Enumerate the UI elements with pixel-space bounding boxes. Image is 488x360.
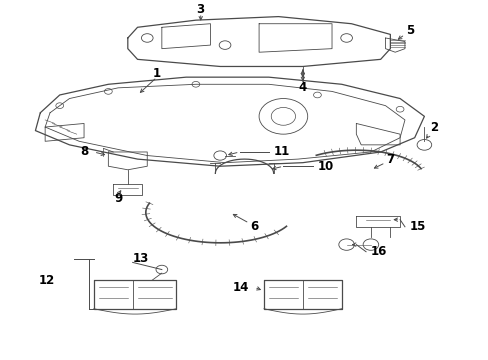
Text: 13: 13 xyxy=(132,252,149,265)
Text: 8: 8 xyxy=(81,145,89,158)
Text: 3: 3 xyxy=(196,3,204,16)
Text: 6: 6 xyxy=(249,220,258,233)
Text: 9: 9 xyxy=(114,192,122,205)
Text: 4: 4 xyxy=(298,81,306,94)
Text: 12: 12 xyxy=(39,274,55,287)
Text: 16: 16 xyxy=(370,245,386,258)
Text: 10: 10 xyxy=(317,160,333,173)
Text: 2: 2 xyxy=(429,121,437,134)
Text: 15: 15 xyxy=(409,220,426,233)
Text: 5: 5 xyxy=(405,24,413,37)
Text: 14: 14 xyxy=(232,281,249,294)
Text: 11: 11 xyxy=(273,145,289,158)
Text: 1: 1 xyxy=(153,67,161,80)
Text: 7: 7 xyxy=(386,153,394,166)
